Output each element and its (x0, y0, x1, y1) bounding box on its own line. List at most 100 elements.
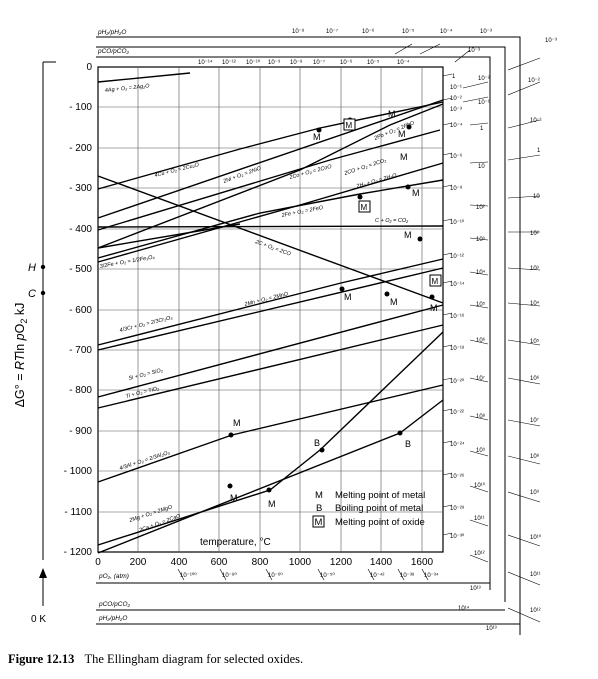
svg-text:10²: 10² (476, 205, 485, 211)
svg-text:10⁻¹⁶: 10⁻¹⁶ (450, 313, 465, 320)
svg-text:10⁻⁸: 10⁻⁸ (290, 59, 303, 66)
svg-text:10⁻¹²: 10⁻¹² (450, 254, 464, 260)
y-tick-11: - 1100 (64, 507, 92, 518)
svg-text:M: M (390, 297, 398, 307)
svg-text:10⁹: 10⁹ (530, 489, 540, 496)
figure-caption: Figure 12.13 The Ellingham diagram for se… (8, 652, 303, 667)
svg-text:10⁻³: 10⁻³ (450, 107, 462, 113)
svg-text:M: M (412, 188, 420, 198)
svg-text:10⁻¹²: 10⁻¹² (222, 60, 236, 66)
x-tick-0: 0 (95, 557, 101, 568)
svg-text:10⁶: 10⁶ (530, 375, 540, 382)
bottom-scales: pO₂, (atm) pCO/pCO₂ pH₂/pH₂O 10⁻¹⁰⁰ 10⁻⁸… (98, 572, 439, 622)
svg-text:10⁴: 10⁴ (476, 269, 486, 276)
svg-text:1: 1 (452, 74, 456, 80)
pco-bottom-label: pCO/pCO₂ (98, 601, 131, 608)
svg-text:10⁻¹⁰⁰: 10⁻¹⁰⁰ (180, 572, 197, 579)
svg-text:B: B (405, 439, 411, 449)
svg-text:10⁻⁴: 10⁻⁴ (450, 122, 463, 129)
plot-grid (97, 66, 444, 553)
right-po2-ticks: 1 10⁻¹ 10⁻² 10⁻³ 10⁻⁴ 10⁻⁶ 10⁻⁸ 10⁻¹⁰ 10… (450, 74, 465, 540)
svg-text:10⁶: 10⁶ (476, 337, 486, 344)
svg-text:10¹³: 10¹³ (486, 626, 497, 632)
svg-text:1: 1 (537, 148, 541, 154)
coo-line (97, 129, 441, 231)
svg-text:10⁻²⁶: 10⁻²⁶ (450, 473, 465, 480)
svg-text:10⁻¹: 10⁻¹ (450, 85, 462, 91)
svg-text:10: 10 (533, 194, 540, 200)
x-tick-200: 200 (130, 557, 147, 568)
top-scales: pH₂/pH₂O pCO/pCO₂ (97, 29, 130, 55)
y-tick-10: - 1000 (64, 466, 93, 477)
svg-text:M: M (404, 230, 412, 240)
feo-line (97, 179, 444, 259)
outer-scale-frames (96, 36, 521, 635)
svg-text:C + O₂ = CO₂: C + O₂ = CO₂ (375, 218, 409, 224)
svg-text:10¹⁰: 10¹⁰ (530, 534, 542, 541)
right-ph2-ticks: 10⁻³ 10⁻² 10⁻¹ 1 10 10² 10³ 10⁴ 10⁵ 10⁶ … (486, 38, 557, 632)
svg-text:10⁻⁹: 10⁻⁹ (268, 59, 281, 66)
y-tick-12: - 1200 (64, 547, 93, 558)
svg-text:M: M (432, 277, 439, 286)
svg-text:10⁻²⁰: 10⁻²⁰ (450, 378, 465, 385)
svg-text:10⁻⁶: 10⁻⁶ (362, 28, 375, 35)
svg-text:4Cu + O₂ = 2Cu₂O: 4Cu + O₂ = 2Cu₂O (154, 162, 200, 179)
svg-text:10⁻²: 10⁻² (450, 96, 462, 102)
svg-text:10¹³: 10¹³ (470, 586, 481, 592)
cu2o-line (97, 101, 444, 190)
y-tick-7: - 700 (69, 345, 92, 356)
svg-text:M: M (400, 152, 408, 162)
svg-text:10⁻³⁸: 10⁻³⁸ (400, 572, 415, 579)
svg-text:10⁻⁴²: 10⁻⁴² (370, 572, 384, 579)
ag2o-line (97, 72, 191, 83)
co2-from-co-line (97, 99, 444, 219)
svg-text:Si + O₂ = SiO₂: Si + O₂ = SiO₂ (128, 367, 164, 382)
svg-text:Melting point of metal: Melting point of metal (335, 490, 425, 501)
svg-text:10⁻⁸: 10⁻⁸ (292, 28, 305, 35)
svg-text:M: M (430, 303, 438, 313)
svg-text:10: 10 (478, 164, 485, 170)
svg-text:2H₂ + O₂ = 2H₂O: 2H₂ + O₂ = 2H₂O (355, 173, 398, 191)
pco-top-label: pCO/pCO₂ (97, 48, 130, 55)
svg-text:10⁹: 10⁹ (476, 447, 486, 454)
svg-text:3/2Fe + O₂ = 1/2Fe₃O₄: 3/2Fe + O₂ = 1/2Fe₃O₄ (99, 254, 155, 270)
svg-text:B: B (314, 438, 320, 448)
ph2-top-label: pH₂/pH₂O (97, 29, 126, 36)
svg-text:10⁻⁶: 10⁻⁶ (450, 153, 463, 160)
fe3o4-line (97, 223, 241, 249)
phase-transition-markers (227, 117, 435, 493)
nio-line (97, 103, 444, 249)
svg-text:M: M (233, 418, 241, 428)
svg-text:Boiling point of metal: Boiling point of metal (335, 503, 423, 514)
svg-text:B: B (316, 503, 322, 514)
svg-text:10⁻⁸⁰: 10⁻⁸⁰ (222, 572, 237, 579)
al2o3-line (97, 384, 444, 483)
svg-text:10⁵: 10⁵ (476, 301, 486, 308)
y-axis-label: ΔG° = RTln pO2 kJ (13, 303, 29, 408)
svg-text:M: M (313, 132, 321, 142)
svg-text:10⁻²²: 10⁻²² (450, 410, 464, 416)
x-tick-600: 600 (211, 557, 228, 568)
x-axis-ticks: 0 200 400 600 800 1000 1200 1400 1600 (95, 557, 433, 568)
svg-text:M: M (398, 129, 406, 139)
c-point (40, 290, 46, 296)
scale-pointer-lines (394, 43, 541, 623)
svg-text:10⁻³⁰: 10⁻³⁰ (450, 533, 465, 540)
svg-text:10⁻³: 10⁻³ (480, 29, 492, 35)
svg-text:10¹⁰: 10¹⁰ (474, 482, 486, 489)
svg-text:10⁵: 10⁵ (530, 338, 540, 345)
svg-text:4Ag + O₂ = 2Ag₂O: 4Ag + O₂ = 2Ag₂O (105, 83, 151, 94)
svg-text:1: 1 (480, 126, 484, 132)
sio2-line (97, 304, 444, 398)
bottom-tick-connectors (177, 568, 429, 581)
y-tick-4: - 400 (69, 224, 92, 235)
cr2o3-line (97, 267, 444, 351)
svg-text:10⁻⁵: 10⁻⁵ (367, 59, 380, 66)
y-axis-ticks: 0 - 100 - 200 - 300 - 400 - 500 - 600 - … (64, 62, 93, 558)
x-tick-800: 800 (252, 557, 269, 568)
top-pco-ticks: 10⁻¹⁴ 10⁻¹² 10⁻¹⁰ 10⁻⁹ 10⁻⁸ 10⁻⁷ 10⁻⁶ 10… (198, 48, 480, 66)
svg-text:10¹⁴: 10¹⁴ (458, 605, 470, 612)
y-tick-3: - 300 (69, 183, 92, 194)
mgo-line (97, 331, 444, 546)
